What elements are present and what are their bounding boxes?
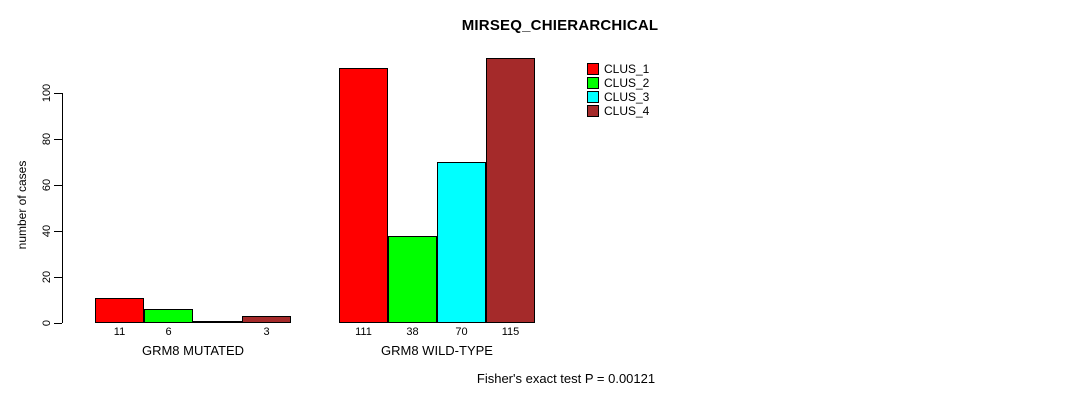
- chart-title: MIRSEQ_CHIERARCHICAL: [461, 17, 659, 34]
- y-tick-mark: [54, 323, 62, 324]
- bar-clus_2-group1: [144, 309, 193, 323]
- bar-clus_1-group1: [95, 298, 144, 323]
- legend-label: CLUS_2: [604, 76, 650, 90]
- legend-item-clus_2: CLUS_2: [587, 76, 649, 90]
- bar-clus_3-group2: [437, 162, 486, 323]
- legend-swatch-icon: [587, 91, 599, 103]
- bar-clus_4-group2: [486, 58, 535, 323]
- y-tick-mark: [54, 231, 62, 232]
- y-tick-label: 20: [41, 270, 53, 284]
- bar-clus_4-group1: [242, 316, 291, 323]
- legend-item-clus_3: CLUS_3: [587, 90, 649, 104]
- bar-clus_3-group1: [193, 321, 242, 323]
- bar-value-label: 111: [355, 326, 372, 338]
- legend-swatch-icon: [587, 63, 599, 75]
- x-group-label-mutated: GRM8 MUTATED: [141, 343, 245, 358]
- legend-item-clus_1: CLUS_1: [587, 62, 649, 76]
- y-tick-label: 80: [41, 132, 53, 146]
- bar-value-label: 6: [165, 326, 172, 338]
- y-tick-mark: [54, 93, 62, 94]
- legend-label: CLUS_1: [604, 62, 650, 76]
- legend-item-clus_4: CLUS_4: [587, 104, 649, 118]
- legend-label: CLUS_4: [604, 104, 650, 118]
- x-group-label-wildtype: GRM8 WILD-TYPE: [381, 343, 493, 358]
- bar-clus_2-group2: [388, 236, 437, 323]
- y-axis-line: [62, 93, 63, 323]
- bar-value-label: 115: [501, 326, 520, 338]
- fisher-test-annotation: Fisher's exact test P = 0.00121: [476, 371, 656, 386]
- y-tick-label: 100: [41, 83, 53, 103]
- y-tick-mark: [54, 277, 62, 278]
- legend-swatch-icon: [587, 77, 599, 89]
- bar-value-label: 70: [455, 326, 468, 338]
- bar-value-label: 3: [263, 326, 270, 338]
- y-tick-mark: [54, 139, 62, 140]
- y-tick-label: 60: [41, 178, 53, 192]
- bar-clus_1-group2: [339, 68, 388, 323]
- y-tick-label: 40: [41, 224, 53, 238]
- bar-value-label: 11: [113, 326, 126, 338]
- legend-swatch-icon: [587, 105, 599, 117]
- bar-value-label: 38: [406, 326, 419, 338]
- y-tick-mark: [54, 185, 62, 186]
- y-tick-label: 0: [41, 319, 53, 327]
- legend-label: CLUS_3: [604, 90, 650, 104]
- legend: CLUS_1 CLUS_2 CLUS_3 CLUS_4: [587, 62, 649, 118]
